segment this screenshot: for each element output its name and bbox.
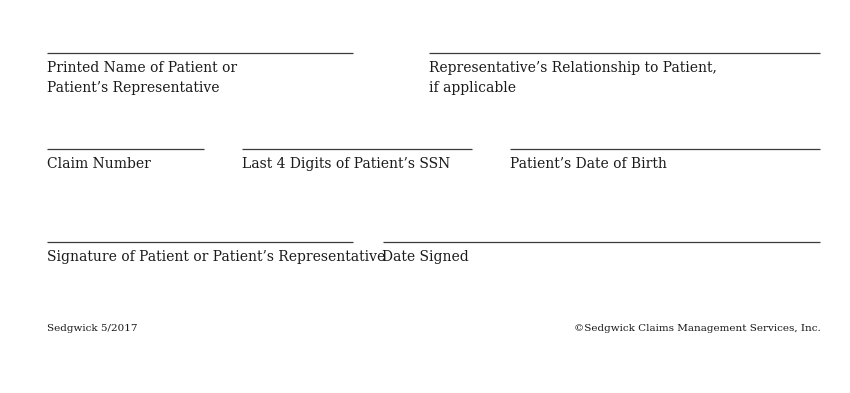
Text: Patient’s Date of Birth: Patient’s Date of Birth <box>510 157 667 171</box>
Text: Patient’s Representative: Patient’s Representative <box>47 81 219 95</box>
Text: Sedgwick 5/2017: Sedgwick 5/2017 <box>47 324 137 333</box>
Text: Claim Number: Claim Number <box>47 157 150 171</box>
Text: Representative’s Relationship to Patient,: Representative’s Relationship to Patient… <box>429 61 717 75</box>
Text: Date Signed: Date Signed <box>382 250 469 264</box>
Text: Signature of Patient or Patient’s Representative: Signature of Patient or Patient’s Repres… <box>47 250 385 264</box>
Text: Last 4 Digits of Patient’s SSN: Last 4 Digits of Patient’s SSN <box>242 157 450 171</box>
Text: Printed Name of Patient or: Printed Name of Patient or <box>47 61 237 75</box>
Text: ©Sedgwick Claims Management Services, Inc.: ©Sedgwick Claims Management Services, In… <box>574 324 820 333</box>
Text: if applicable: if applicable <box>429 81 516 95</box>
